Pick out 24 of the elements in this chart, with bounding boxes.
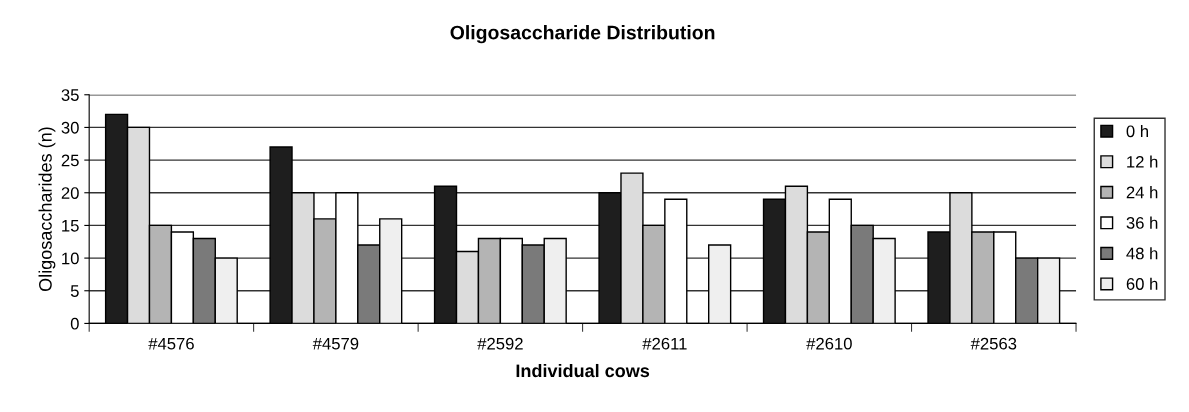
- y-tick-label: 5: [70, 285, 79, 297]
- legend-label: 12 h: [1127, 155, 1158, 168]
- legend-label: 36 h: [1126, 216, 1158, 229]
- chart-title: Oligosaccharide Distribution: [450, 25, 715, 44]
- legend-label: 24 h: [1126, 186, 1158, 199]
- legend-label: 60 h: [1126, 277, 1158, 290]
- y-tick-label: 20: [61, 187, 79, 199]
- legend-label: 48 h: [1126, 247, 1158, 260]
- y-tick-label: 30: [61, 121, 79, 134]
- x-tick-label: #4579: [312, 337, 359, 350]
- x-tick-label: #2592: [477, 337, 523, 350]
- legend-label: 0 h: [1126, 124, 1148, 138]
- y-tick-label: 0: [70, 317, 79, 330]
- x-tick-label: #2610: [806, 337, 852, 350]
- x-tick-label: #2611: [642, 337, 687, 350]
- x-axis-title: Individual cows: [516, 363, 650, 378]
- y-tick-label: 15: [62, 220, 79, 232]
- bar: [708, 244, 732, 324]
- x-tick-label: #2563: [970, 337, 1017, 350]
- y-axis-title: Oligosaccharides (n): [38, 127, 56, 292]
- x-tick-label: #4576: [148, 337, 194, 350]
- y-tick-label: 35: [61, 89, 79, 101]
- y-tick-label: 10: [62, 252, 79, 265]
- y-tick-label: 25: [61, 154, 79, 167]
